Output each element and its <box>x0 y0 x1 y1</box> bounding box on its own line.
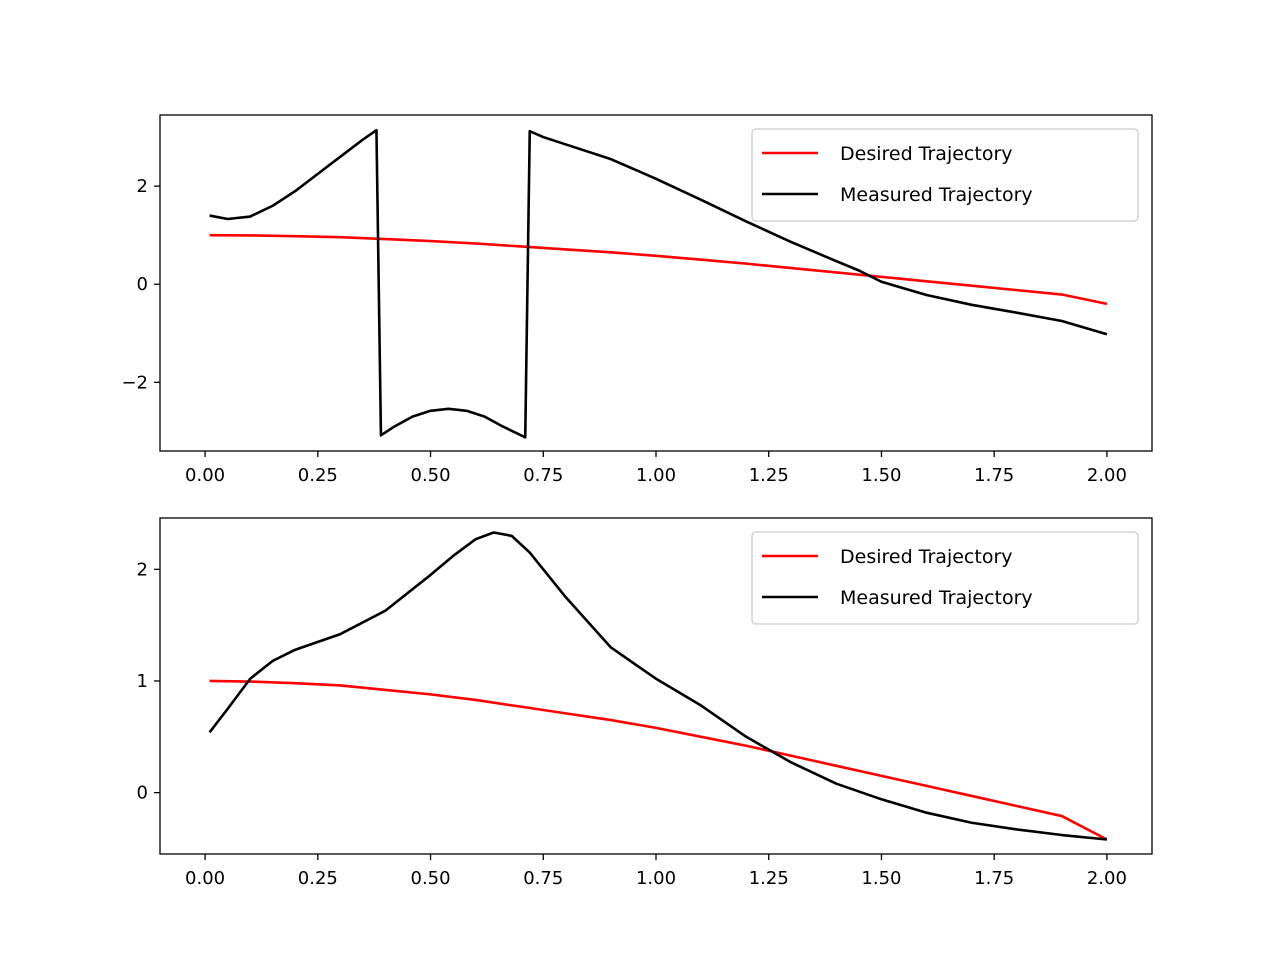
x-tick-label: 1.50 <box>861 465 901 486</box>
x-tick-label: 1.75 <box>974 868 1014 889</box>
x-tick-label: 0.25 <box>298 465 338 486</box>
x-tick-label: 0.25 <box>298 868 338 889</box>
legend-label: Measured Trajectory <box>840 587 1033 609</box>
legend: Desired Trajectory Measured Trajectory <box>751 531 1139 625</box>
legend-box <box>751 128 1139 222</box>
y-tick-label: 0 <box>137 783 148 804</box>
legend-label: Desired Trajectory <box>840 143 1013 165</box>
x-tick-label: 1.00 <box>636 868 676 889</box>
x-tick-label: 1.00 <box>636 465 676 486</box>
y-tick-label: −2 <box>121 372 148 393</box>
series-line-desired <box>209 679 1108 841</box>
x-tick-label: 1.25 <box>749 465 789 486</box>
x-tick-label: 0.00 <box>185 868 225 889</box>
series-line-measured <box>209 128 1108 439</box>
y-tick-label: 0 <box>137 274 148 295</box>
x-tick-label: 0.50 <box>411 465 451 486</box>
subplot-2: 0.00 0.25 0.50 0.75 1.00 1.25 1.50 1.75 2.00 0 1 2 D… <box>137 517 1153 889</box>
x-tick-label: 1.75 <box>974 465 1014 486</box>
y-tick-label: 2 <box>137 176 148 197</box>
x-tick-label: 0.75 <box>523 868 563 889</box>
x-tick-label: 1.25 <box>749 868 789 889</box>
x-tick-label: 0.50 <box>411 868 451 889</box>
x-tick-label: 2.00 <box>1087 868 1127 889</box>
x-tick-label: 1.50 <box>861 868 901 889</box>
x-tick-label: 0.00 <box>185 465 225 486</box>
subplot-1: 0.00 0.25 0.50 0.75 1.00 1.25 1.50 1.75 2.00 −2 0 2… <box>121 114 1153 486</box>
legend: Desired Trajectory Measured Trajectory <box>751 128 1139 222</box>
legend-label: Measured Trajectory <box>840 184 1033 206</box>
y-tick-label: 1 <box>137 671 148 692</box>
series-line-measured <box>208 531 1108 841</box>
legend-box <box>751 531 1139 625</box>
y-tick-label: 2 <box>137 559 148 580</box>
x-tick-label: 0.75 <box>523 465 563 486</box>
x-tick-label: 2.00 <box>1087 465 1127 486</box>
series-line-desired <box>209 233 1108 306</box>
legend-label: Desired Trajectory <box>840 546 1013 568</box>
